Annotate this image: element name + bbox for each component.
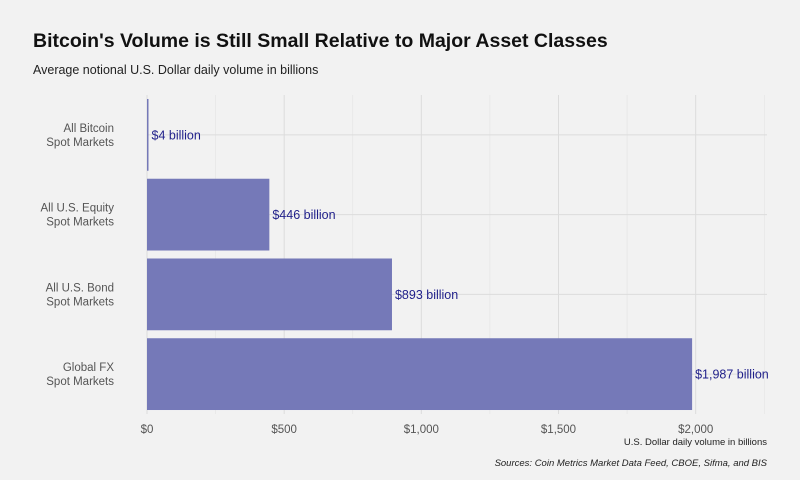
chart-title: Bitcoin's Volume is Still Small Relative… [33, 30, 608, 52]
x-tick-label: $0 [141, 424, 154, 436]
category-label: All U.S. Equity Spot Markets [41, 203, 115, 229]
category-labels: All Bitcoin Spot Markets All U.S. Equity Sp… [41, 123, 115, 388]
bar [147, 258, 392, 331]
source-note: Sources: Coin Metrics Market Data Feed, … [494, 458, 767, 469]
x-tick-labels: $0 $500 $1,000 $1,500 $2,000 [141, 424, 714, 436]
value-label: $446 billion [272, 208, 335, 222]
bars [147, 98, 693, 411]
category-label: Global FX Spot Markets [46, 362, 114, 388]
chart-subtitle: Average notional U.S. Dollar daily volum… [33, 63, 319, 77]
x-tick-label: $1,500 [541, 424, 576, 436]
category-label: All Bitcoin Spot Markets [46, 123, 114, 149]
x-tick-label: $1,000 [404, 424, 439, 436]
bar [147, 98, 149, 171]
category-label: All U.S. Bond Spot Markets [46, 282, 115, 308]
value-label: $4 billion [152, 128, 201, 142]
value-labels: $4 billion $446 billion $893 billion $1,987… [152, 128, 769, 381]
bar [147, 338, 693, 411]
value-label: $893 billion [395, 288, 458, 302]
value-label: $1,987 billion [695, 368, 769, 382]
x-tick-label: $500 [271, 424, 297, 436]
bar [147, 178, 270, 251]
x-axis-title: U.S. Dollar daily volume in billions [624, 437, 767, 448]
x-tick-label: $2,000 [678, 424, 713, 436]
